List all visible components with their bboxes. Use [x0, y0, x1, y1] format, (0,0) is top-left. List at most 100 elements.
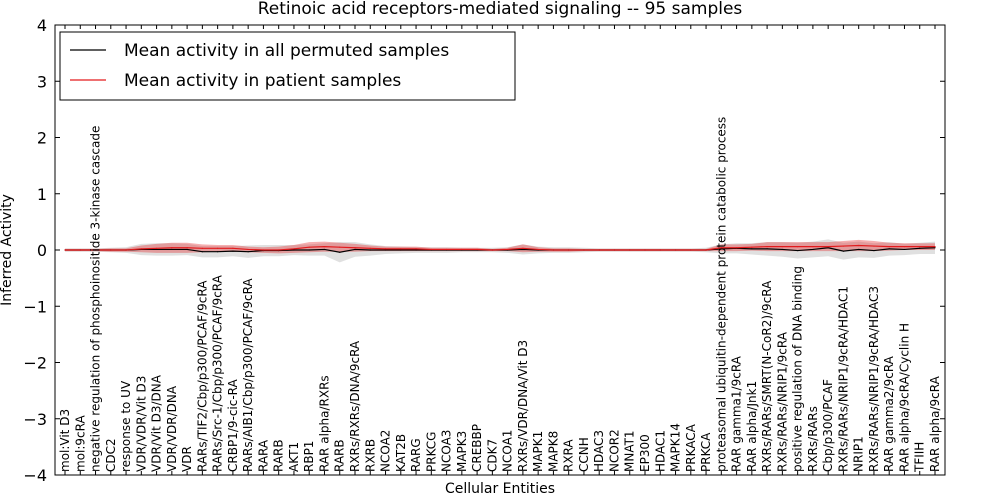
x-tick-label: RAR gamma2/9cRA — [882, 355, 896, 472]
point-patient — [797, 246, 799, 248]
x-tick-label: NCOR2 — [607, 429, 621, 472]
point-patient — [308, 246, 310, 248]
point-patient — [217, 247, 219, 249]
point-patient — [537, 248, 539, 251]
point-patient — [491, 249, 493, 251]
point-permuted — [186, 248, 188, 251]
chart-title: Retinoic acid receptors-mediated signali… — [258, 0, 743, 19]
point-permuted — [934, 247, 936, 249]
x-tick-label: RAR alpha/9cRA — [928, 375, 942, 472]
point-permuted — [323, 248, 326, 251]
point-patient — [232, 247, 234, 249]
x-axis-label: Cellular Entities — [445, 481, 555, 497]
point-patient — [415, 248, 417, 250]
point-permuted — [781, 248, 783, 251]
point-permuted — [217, 251, 219, 253]
point-patient — [125, 249, 127, 251]
point-patient — [400, 248, 402, 250]
x-tick-label: NCOA2 — [379, 430, 393, 472]
x-tick-label: Cbp/p300/PCAF — [821, 379, 835, 472]
point-patient — [64, 249, 66, 251]
point-patient — [140, 248, 142, 250]
x-tick-label: PRKCG — [424, 432, 438, 472]
point-patient — [94, 249, 97, 251]
point-permuted — [354, 248, 356, 251]
point-patient — [644, 249, 646, 251]
point-patient — [812, 246, 814, 248]
x-tick-label: RARG — [409, 438, 423, 472]
x-tick-label: VDR/VDR/DNA — [165, 385, 179, 472]
point-patient — [339, 246, 341, 248]
point-patient — [262, 249, 265, 251]
y-tick-label: −1 — [23, 297, 47, 316]
legend-label-permuted: Mean activity in all permuted samples — [124, 41, 449, 61]
point-patient — [766, 246, 768, 248]
point-patient — [293, 248, 295, 250]
point-permuted — [171, 248, 173, 251]
point-patient — [705, 249, 707, 251]
point-patient — [903, 246, 906, 248]
point-patient — [919, 246, 921, 248]
point-permuted — [751, 248, 753, 250]
x-tick-label: VDR — [180, 446, 194, 472]
x-tick-label: CDK7 — [485, 439, 499, 472]
point-patient — [674, 249, 677, 251]
x-tick-label: CREBBP — [470, 424, 484, 472]
point-patient — [613, 249, 616, 251]
y-tick-label: 0 — [37, 241, 47, 260]
x-tick-label: CRBP1/9-cic-RA — [226, 378, 240, 472]
x-tick-label: mol:Vit D3 — [58, 409, 72, 472]
point-patient — [858, 244, 860, 247]
x-tick-label: RARs/Src-1/Cbp/p300/PCAF/9cRA — [211, 274, 225, 472]
point-permuted — [293, 249, 295, 251]
point-patient — [568, 249, 570, 251]
point-patient — [522, 247, 524, 249]
point-permuted — [888, 248, 890, 250]
x-tick-label: NCOA3 — [440, 430, 454, 472]
point-patient — [461, 248, 463, 251]
point-permuted — [400, 249, 402, 251]
x-tick-label: RARB — [272, 439, 286, 472]
y-tick-label: −3 — [23, 410, 47, 429]
y-tick-label: 2 — [37, 129, 47, 148]
band-permuted — [65, 239, 935, 263]
point-permuted — [797, 249, 799, 252]
x-tick-label: RXRs/RXRs/DNA/9cRA — [348, 340, 362, 472]
x-tick-label: NCOA1 — [501, 430, 515, 472]
point-patient — [598, 249, 600, 251]
point-permuted — [522, 248, 524, 251]
y-tick-label: −4 — [23, 466, 47, 485]
y-axis-label: Inferred Activity — [0, 194, 15, 306]
x-tick-label: MAPK3 — [455, 431, 469, 472]
series-lines — [64, 244, 936, 253]
x-tick-label: positive regulation of DNA binding — [791, 266, 805, 472]
legend-label-patient: Mean activity in patient samples — [124, 71, 401, 91]
point-patient — [430, 248, 432, 251]
point-patient — [323, 246, 326, 248]
point-patient — [781, 246, 783, 248]
x-tick-label: RXRs/RARs/NRIP1/9cRA/HDAC3 — [867, 286, 881, 472]
point-patient — [720, 247, 722, 249]
x-tick-label: RXRs/VDR/DNA/Vit D3 — [516, 340, 530, 472]
x-tick-label: RXRB — [363, 439, 377, 472]
point-permuted — [155, 248, 158, 251]
point-patient — [476, 248, 478, 251]
point-patient — [751, 246, 753, 248]
x-tick-label: negative regulation of phosphoinositide … — [89, 126, 103, 472]
point-permuted — [766, 248, 768, 250]
y-axis: −4 −3 −2 −1 0 1 2 3 4 — [23, 16, 945, 485]
point-patient — [583, 249, 585, 251]
x-tick-label: RAR alpha/RXRs — [317, 375, 331, 472]
x-tick-label: EP300 — [638, 434, 652, 472]
point-patient — [384, 248, 387, 250]
point-patient — [79, 249, 81, 251]
y-tick-label: 3 — [37, 72, 47, 91]
x-tick-label: proteasomal ubiquitin-dependent protein … — [714, 117, 728, 472]
point-permuted — [339, 251, 341, 253]
x-tick-label: RBP1 — [302, 441, 316, 472]
x-tick-label: MNAT1 — [623, 430, 637, 472]
point-patient — [659, 249, 661, 251]
point-permuted — [384, 249, 387, 251]
point-patient — [507, 248, 509, 251]
point-patient — [369, 247, 371, 249]
